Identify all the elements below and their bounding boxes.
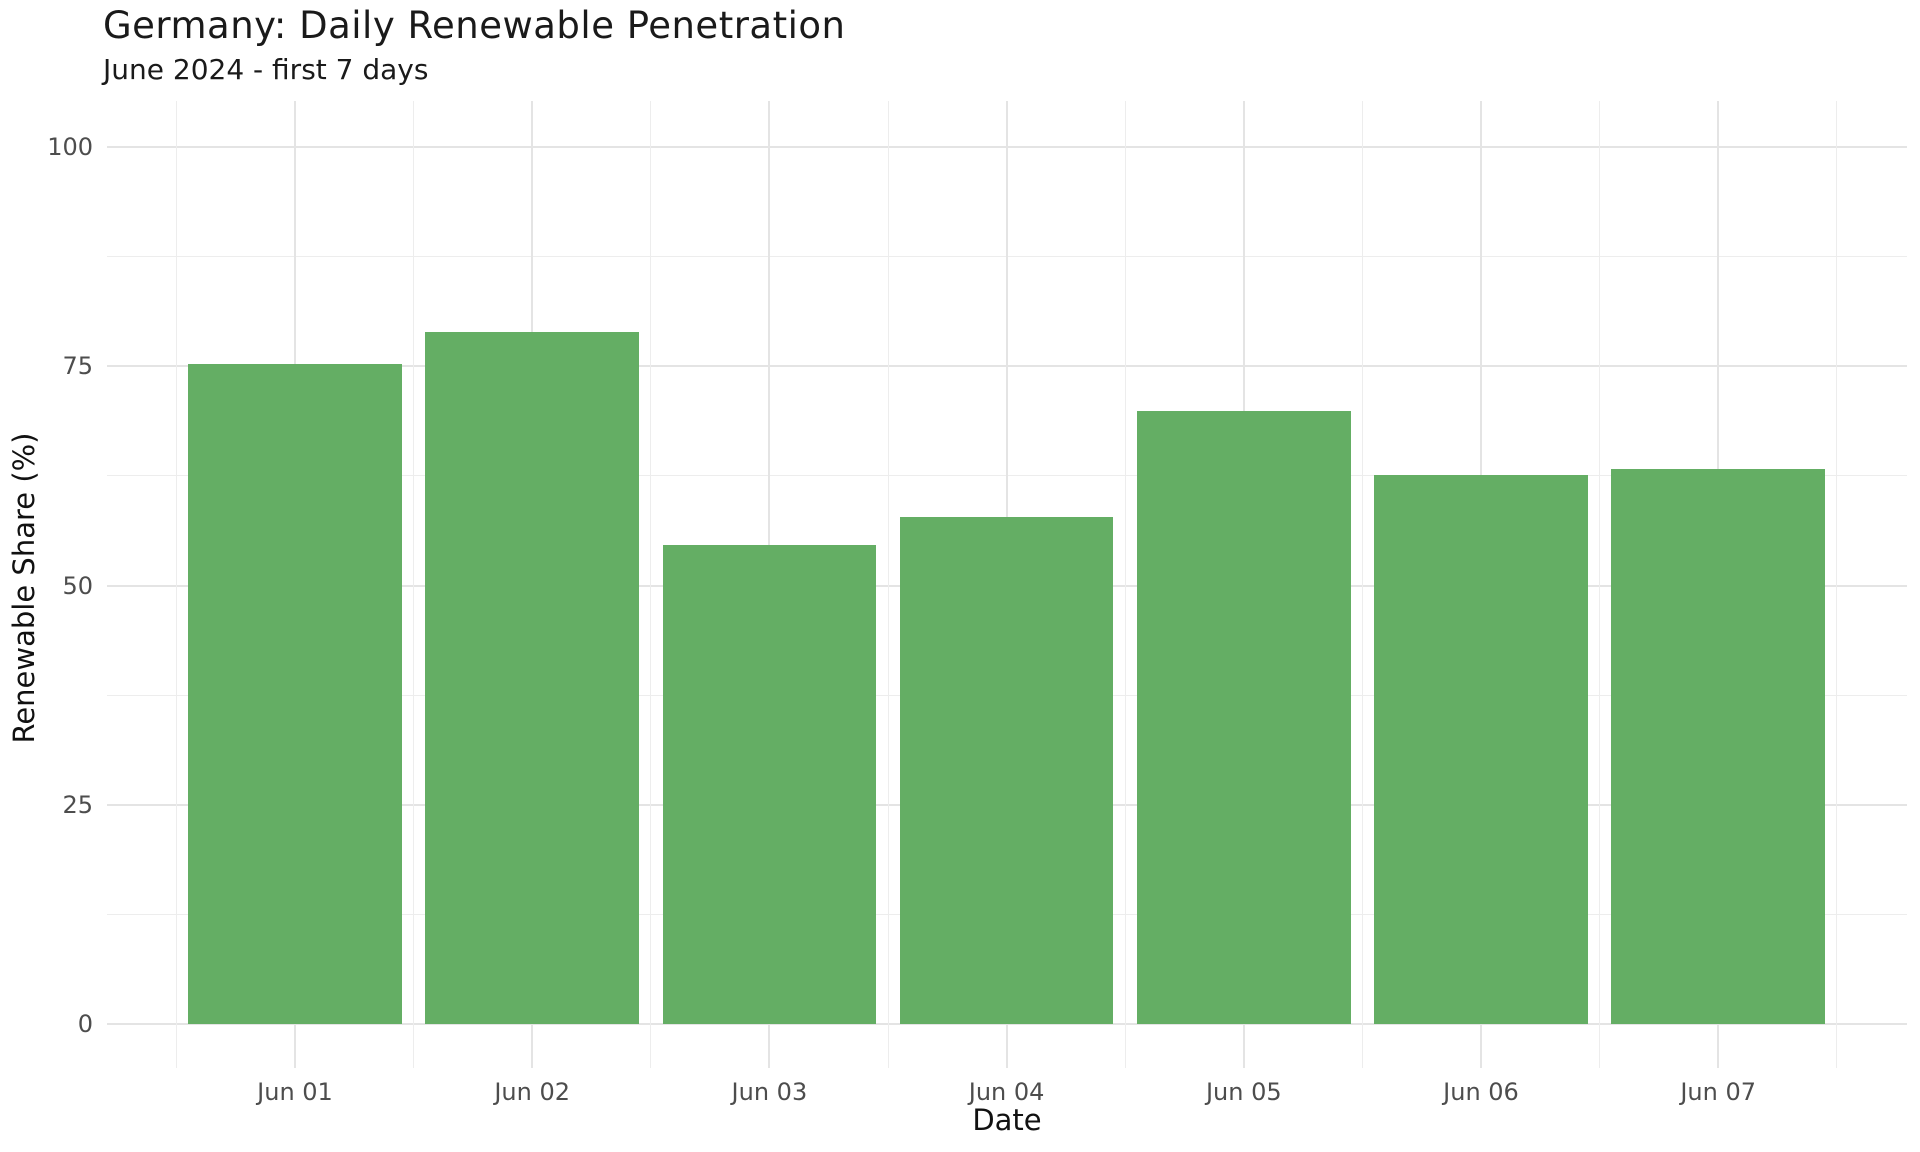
x-tick-label: Jun 01 [257, 1078, 333, 1106]
y-tick-label: 25 [62, 790, 93, 819]
x-tick-label: Jun 02 [494, 1078, 571, 1106]
y-tick-label: 100 [47, 133, 93, 161]
y-tick-label: 75 [62, 352, 93, 381]
gridline-minor-vertical [887, 101, 889, 1068]
bar-jun-06 [1374, 474, 1588, 1024]
gridline-minor-vertical [413, 101, 415, 1068]
x-tick-label: Jun 05 [1205, 1078, 1282, 1106]
bar-jun-05 [1137, 410, 1351, 1024]
gridline-minor-vertical [1836, 101, 1838, 1068]
x-axis-title: Date [972, 1103, 1042, 1137]
gridline-minor-vertical [1124, 101, 1126, 1068]
gridline-minor-vertical [650, 101, 652, 1068]
bar-jun-03 [662, 545, 877, 1024]
gridline-minor-vertical [1599, 101, 1601, 1068]
y-axis-title: Renewable Share (%) [7, 432, 41, 744]
y-tick-label: 0 [77, 1010, 93, 1038]
plot-title: Germany: Daily Renewable Penetration [103, 4, 846, 47]
bar-jun-07 [1611, 468, 1825, 1024]
bar-jun-04 [899, 517, 1114, 1024]
plot-subtitle: June 2024 - first 7 days [103, 53, 429, 86]
bar-jun-02 [425, 332, 639, 1024]
x-tick-label: Jun 04 [968, 1078, 1045, 1106]
bar-jun-01 [188, 364, 402, 1024]
x-tick-label: Jun 07 [1680, 1078, 1757, 1106]
x-tick-label: Jun 06 [1443, 1078, 1519, 1106]
gridline-minor-vertical [175, 101, 177, 1068]
gridline-minor-vertical [1361, 101, 1363, 1068]
x-tick-label: Jun 03 [731, 1078, 808, 1106]
plot-panel [107, 101, 1907, 1068]
y-tick-label: 50 [62, 571, 93, 600]
